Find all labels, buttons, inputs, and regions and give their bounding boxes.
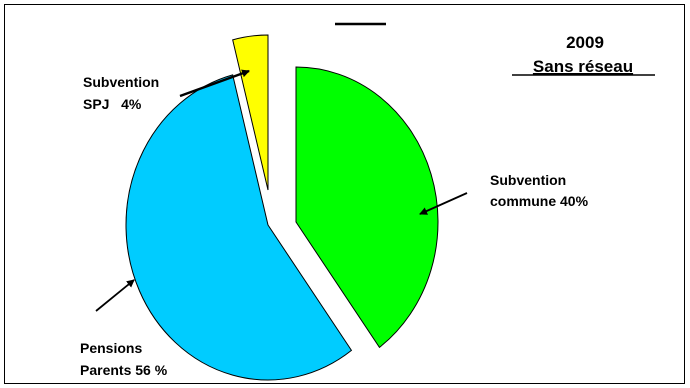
pie-slice-commune — [295, 66, 439, 349]
slice-label-parents-line2: Parents 56 % — [80, 362, 168, 378]
slice-label-commune-line1: Subvention — [490, 172, 566, 188]
pie-slice-parents — [125, 74, 353, 381]
chart-title: 2009 — [566, 33, 604, 52]
slice-label-commune-line2: commune 40% — [490, 193, 589, 209]
slice-label-parents-line1: Pensions — [80, 340, 142, 356]
chart-subtitle: Sans réseau — [533, 57, 633, 76]
arrow-commune — [419, 192, 468, 215]
arrow-parents — [95, 279, 135, 312]
arrow-spj — [179, 69, 250, 98]
slice-label-spj-line2: SPJ 4% — [83, 96, 142, 112]
slice-label-spj-line1: Subvention — [83, 74, 159, 90]
